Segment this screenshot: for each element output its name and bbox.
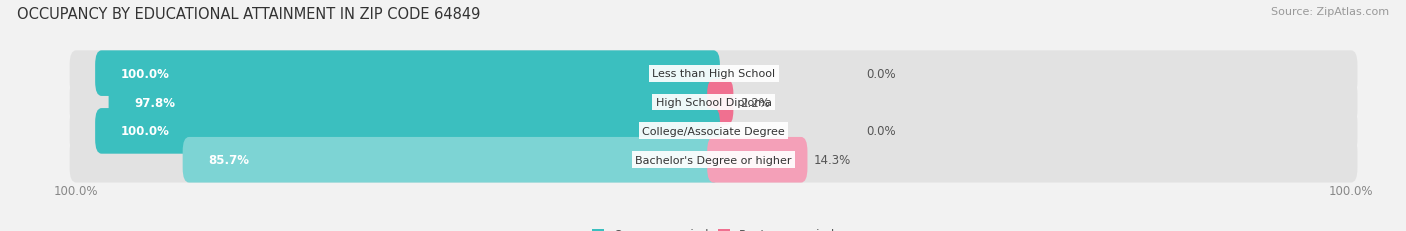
Text: OCCUPANCY BY EDUCATIONAL ATTAINMENT IN ZIP CODE 64849: OCCUPANCY BY EDUCATIONAL ATTAINMENT IN Z… (17, 7, 481, 22)
Text: 14.3%: 14.3% (814, 154, 851, 167)
Text: 2.2%: 2.2% (740, 96, 769, 109)
Text: 97.8%: 97.8% (134, 96, 176, 109)
FancyBboxPatch shape (108, 80, 720, 125)
FancyBboxPatch shape (707, 80, 734, 125)
Text: 0.0%: 0.0% (866, 125, 896, 138)
Text: 0.0%: 0.0% (866, 67, 896, 80)
FancyBboxPatch shape (96, 51, 720, 97)
Text: High School Diploma: High School Diploma (655, 97, 772, 108)
Legend: Owner-occupied, Renter-occupied: Owner-occupied, Renter-occupied (586, 223, 841, 231)
FancyBboxPatch shape (70, 51, 1357, 97)
Text: Less than High School: Less than High School (652, 69, 775, 79)
FancyBboxPatch shape (70, 137, 1357, 183)
Text: Bachelor's Degree or higher: Bachelor's Degree or higher (636, 155, 792, 165)
FancyBboxPatch shape (96, 109, 720, 154)
FancyBboxPatch shape (70, 109, 1357, 154)
Text: 85.7%: 85.7% (208, 154, 249, 167)
FancyBboxPatch shape (183, 137, 720, 183)
Text: 100.0%: 100.0% (121, 67, 170, 80)
Text: 100.0%: 100.0% (121, 125, 170, 138)
Text: Source: ZipAtlas.com: Source: ZipAtlas.com (1271, 7, 1389, 17)
FancyBboxPatch shape (707, 137, 807, 183)
FancyBboxPatch shape (70, 80, 1357, 125)
Text: College/Associate Degree: College/Associate Degree (643, 126, 785, 136)
